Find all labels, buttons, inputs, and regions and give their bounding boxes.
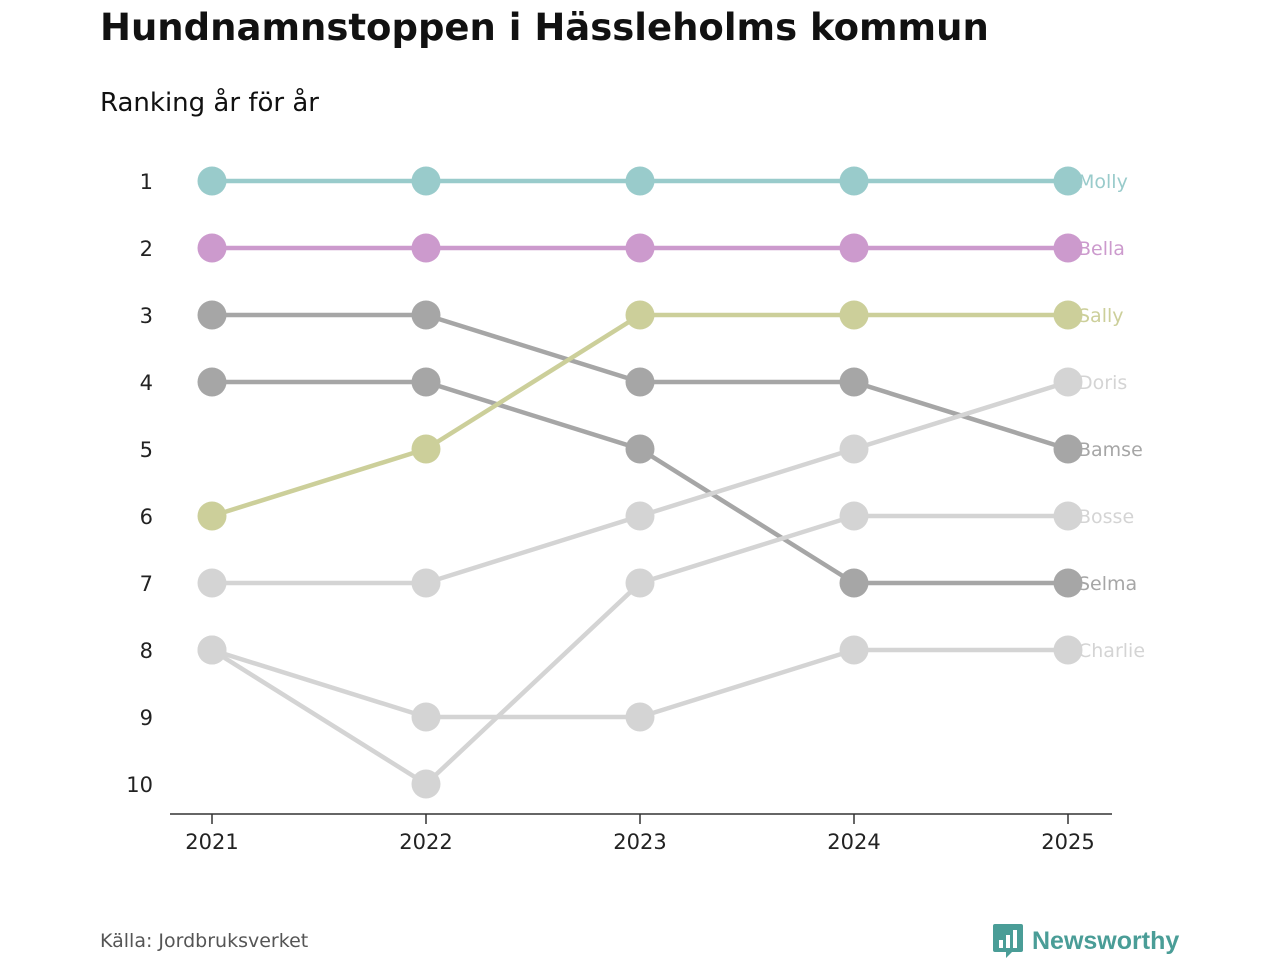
data-point-selma: [411, 300, 441, 330]
y-tick-label: 2: [140, 237, 153, 261]
data-point-charlie: [1053, 635, 1083, 665]
series-end-label: Bamse: [1078, 439, 1143, 461]
data-point-molly: [625, 166, 655, 196]
data-point-doris: [839, 434, 869, 464]
data-point-bosse: [625, 568, 655, 598]
data-point-sally: [411, 434, 441, 464]
data-point-sally: [197, 501, 227, 531]
chart-subtitle: Ranking år för år: [100, 88, 319, 118]
x-tick-label: 2025: [1041, 830, 1094, 854]
data-point-charlie: [625, 702, 655, 732]
data-point-doris: [197, 568, 227, 598]
data-point-bella: [411, 233, 441, 263]
series-end-label: Bosse: [1078, 506, 1134, 528]
series-end-label: Charlie: [1078, 640, 1145, 662]
y-tick-label: 3: [140, 304, 153, 328]
data-point-doris: [411, 568, 441, 598]
data-point-charlie: [411, 702, 441, 732]
data-point-doris: [625, 501, 655, 531]
data-point-bamse: [197, 367, 227, 397]
data-point-bosse: [839, 501, 869, 531]
data-point-selma: [1053, 434, 1083, 464]
data-point-sally: [625, 300, 655, 330]
y-tick-label: 8: [140, 639, 153, 663]
data-point-bamse: [839, 568, 869, 598]
data-point-charlie: [197, 635, 227, 665]
data-point-bamse: [625, 434, 655, 464]
data-point-selma: [625, 367, 655, 397]
series-line-sally: [209, 312, 1071, 519]
chart-title: Hundnamnstoppen i Hässleholms kommun: [100, 6, 989, 49]
data-point-sally: [1053, 300, 1083, 330]
data-point-bella: [625, 233, 655, 263]
data-point-molly: [839, 166, 869, 196]
data-point-bella: [839, 233, 869, 263]
series-end-label: Bella: [1078, 238, 1125, 260]
series-end-label: Selma: [1078, 573, 1137, 595]
x-tick-label: 2023: [613, 830, 666, 854]
data-point-molly: [1053, 166, 1083, 196]
newsworthy-logo-icon: [993, 924, 1023, 958]
brand-logo: Newsworthy: [992, 922, 1179, 960]
data-point-bosse: [1053, 501, 1083, 531]
x-tick-label: 2022: [399, 830, 452, 854]
data-point-sally: [839, 300, 869, 330]
data-point-selma: [197, 300, 227, 330]
y-tick-label: 5: [140, 438, 153, 462]
series-end-label: Doris: [1078, 372, 1127, 394]
data-point-charlie: [839, 635, 869, 665]
y-tick-label: 9: [140, 706, 153, 730]
series-end-label: Molly: [1078, 171, 1128, 193]
data-point-selma: [839, 367, 869, 397]
series-end-label: Sally: [1078, 305, 1124, 327]
brand-name: Newsworthy: [1032, 926, 1180, 955]
x-tick-label: 2024: [827, 830, 880, 854]
data-point-bamse: [1053, 568, 1083, 598]
data-point-bella: [1053, 233, 1083, 263]
data-point-bosse: [411, 769, 441, 799]
y-tick-label: 10: [126, 773, 153, 797]
series-line-bamse: [209, 379, 1071, 586]
data-point-bella: [197, 233, 227, 263]
data-point-bamse: [411, 367, 441, 397]
series-line-doris: [209, 379, 1071, 586]
y-tick-label: 1: [140, 170, 153, 194]
y-tick-label: 7: [140, 572, 153, 596]
y-tick-label: 4: [140, 371, 153, 395]
data-point-doris: [1053, 367, 1083, 397]
y-tick-label: 6: [140, 505, 153, 529]
rank-chart: 1 2 3 4 5 6 7 8 9 10 2021 2022 2023 2024 2025 Bamse Selm…: [126, 166, 1145, 854]
source-note: Källa: Jordbruksverket: [100, 930, 309, 952]
x-tick-label: 2021: [185, 830, 238, 854]
data-point-molly: [411, 166, 441, 196]
data-point-molly: [197, 166, 227, 196]
